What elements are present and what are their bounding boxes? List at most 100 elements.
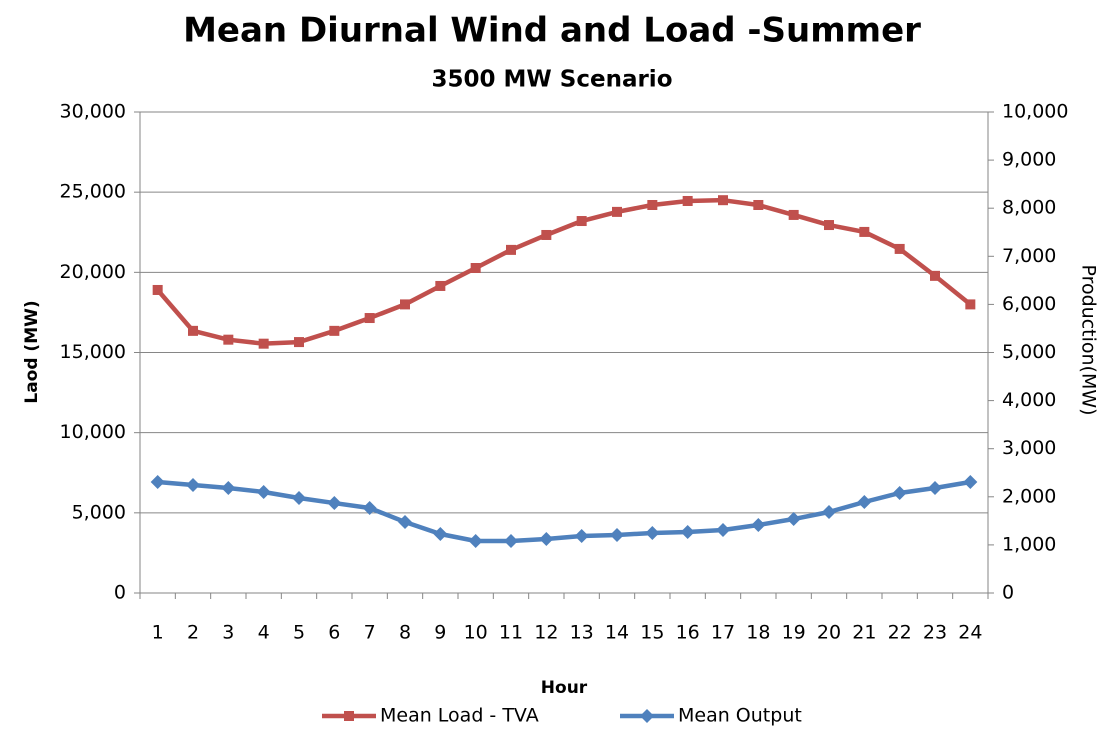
marker: [506, 244, 516, 255]
series-line: [157, 479, 971, 544]
marker: [541, 229, 552, 240]
marker: [150, 474, 165, 489]
x-tick-label: 12: [534, 622, 558, 644]
marker: [435, 280, 446, 291]
marker: [362, 501, 377, 516]
chart-title: Mean Diurnal Wind and Load -Summer: [183, 11, 921, 51]
chart-subtitle: 3500 MW Scenario: [431, 67, 672, 93]
marker: [433, 526, 448, 541]
y2-axis-title: Production(MW): [1078, 264, 1100, 415]
series-line: [155, 197, 972, 346]
x-axis-title: Hour: [541, 678, 588, 698]
marker: [398, 515, 412, 530]
marker: [329, 325, 340, 336]
marker: [468, 534, 483, 549]
x-tick-label: 21: [852, 622, 876, 644]
marker: [400, 299, 410, 310]
marker: [292, 491, 306, 506]
y-tick-label: 0: [114, 582, 126, 604]
y-tick-label: 5,000: [72, 501, 126, 523]
marker: [612, 206, 622, 217]
marker: [344, 711, 354, 721]
marker: [610, 527, 624, 542]
y-axis-title: Laod (MW): [22, 300, 42, 403]
x-tick-label: 16: [676, 622, 700, 644]
marker: [256, 484, 271, 499]
y2-tick-label: 8,000: [1002, 197, 1056, 219]
x-tick-label: 4: [258, 622, 270, 644]
x-tick-label: 13: [570, 622, 594, 644]
x-tick-label: 20: [817, 622, 841, 644]
marker: [822, 504, 836, 519]
marker: [716, 522, 730, 537]
x-tick-label: 2: [187, 622, 199, 644]
y2-tick-label: 5,000: [1002, 341, 1056, 363]
marker: [965, 299, 976, 310]
marker: [223, 334, 234, 345]
marker: [680, 525, 695, 540]
marker: [892, 486, 907, 501]
y2-tick-label: 4,000: [1002, 389, 1056, 411]
y2-tick-label: 6,000: [1002, 293, 1056, 315]
x-tick-label: 8: [399, 622, 411, 644]
x-tick-label: 14: [605, 622, 629, 644]
x-tick-label: 5: [293, 622, 305, 644]
marker: [327, 496, 342, 511]
marker: [504, 534, 518, 549]
y-tick-label: 20,000: [60, 261, 126, 283]
marker: [928, 480, 942, 495]
legend-label: Mean Load - TVA: [380, 705, 539, 727]
marker: [859, 226, 870, 237]
y-tick-label: 10,000: [60, 421, 126, 443]
y-tick-label: 25,000: [60, 181, 126, 203]
x-tick-label: 17: [711, 622, 735, 644]
marker: [539, 531, 554, 546]
marker: [682, 195, 693, 206]
x-tick-label: 24: [958, 622, 982, 644]
x-tick-label: 19: [782, 622, 806, 644]
x-tick-label: 11: [499, 622, 523, 644]
marker: [718, 195, 728, 206]
y-tick-label: 30,000: [60, 101, 126, 123]
x-tick-label: 10: [464, 622, 488, 644]
marker: [645, 526, 660, 541]
y2-tick-label: 0: [1002, 582, 1014, 604]
marker: [857, 494, 872, 509]
marker: [963, 474, 978, 489]
marker: [824, 220, 834, 231]
marker: [894, 243, 905, 254]
x-tick-label: 9: [434, 622, 446, 644]
x-tick-label: 1: [152, 622, 164, 644]
x-tick-label: 3: [222, 622, 234, 644]
marker: [788, 209, 799, 220]
y2-tick-label: 3,000: [1002, 437, 1056, 459]
marker: [186, 478, 200, 493]
legend-label: Mean Output: [678, 705, 802, 727]
x-tick-label: 6: [328, 622, 340, 644]
x-tick-label: 22: [888, 622, 912, 644]
y-tick-label: 15,000: [60, 341, 126, 363]
y2-tick-label: 2,000: [1002, 485, 1056, 507]
marker: [574, 529, 589, 544]
marker: [751, 517, 766, 532]
marker: [152, 284, 163, 295]
y2-tick-label: 10,000: [1002, 101, 1068, 123]
marker: [470, 263, 481, 274]
y2-tick-label: 7,000: [1002, 245, 1056, 267]
x-tick-label: 18: [746, 622, 770, 644]
marker: [188, 325, 198, 336]
marker: [753, 199, 764, 210]
y2-tick-label: 1,000: [1002, 533, 1056, 555]
marker: [930, 270, 940, 281]
marker: [294, 337, 304, 348]
y2-tick-label: 9,000: [1002, 149, 1056, 171]
x-tick-label: 23: [923, 622, 947, 644]
marker: [786, 512, 801, 527]
x-tick-label: 7: [364, 622, 376, 644]
marker: [640, 709, 654, 723]
marker: [576, 216, 587, 227]
x-tick-label: 15: [640, 622, 664, 644]
marker: [258, 338, 269, 349]
marker: [364, 313, 375, 324]
